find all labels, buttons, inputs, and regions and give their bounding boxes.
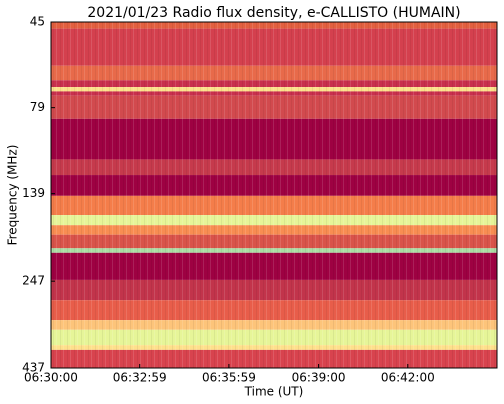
y-tick-label: 437 bbox=[22, 361, 45, 375]
y-tick-label: 45 bbox=[30, 15, 45, 29]
y-tick-label: 139 bbox=[22, 186, 45, 200]
y-tick-label: 247 bbox=[22, 274, 45, 288]
y-axis-label: Frequency (MHz) bbox=[6, 145, 20, 246]
y-tick-label: 79 bbox=[30, 100, 45, 114]
x-tick-label: 06:35:59 bbox=[202, 371, 256, 385]
x-tick-label: 06:42:00 bbox=[381, 371, 435, 385]
x-tick-label: 06:32:59 bbox=[113, 371, 167, 385]
x-axis-label: Time (UT) bbox=[244, 385, 304, 399]
chart-title: 2021/01/23 Radio flux density, e-CALLIST… bbox=[87, 5, 460, 21]
x-tick-label: 06:30:00 bbox=[24, 371, 78, 385]
texture bbox=[51, 22, 497, 368]
plot-frame bbox=[50, 21, 498, 369]
x-tick-label: 06:39:00 bbox=[292, 371, 346, 385]
